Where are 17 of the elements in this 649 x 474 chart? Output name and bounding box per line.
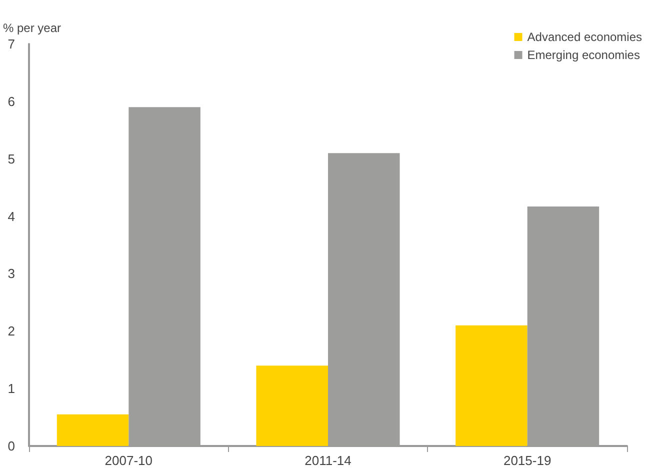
y-tick-label: 2 [8,324,15,339]
y-tick-label: 0 [8,438,15,454]
y-tick-label: 6 [8,94,15,109]
y-tick-label: 1 [8,381,15,396]
y-tick-label: 3 [8,266,15,282]
legend-label: Emerging economies [527,48,640,62]
y-tick-label: 7 [8,36,15,52]
y-tick-label: 5 [8,151,15,166]
x-tick-label: 2011-14 [304,453,352,468]
y-tick-label: 4 [8,208,15,224]
bar [56,414,129,446]
x-tick-label: 2007-10 [104,453,153,468]
x-tick-label: 2015-19 [503,453,552,468]
bar [256,366,328,446]
y-axis-title: % per year [3,21,62,35]
bar [456,325,528,446]
legend-label: Advanced economies [527,30,642,44]
